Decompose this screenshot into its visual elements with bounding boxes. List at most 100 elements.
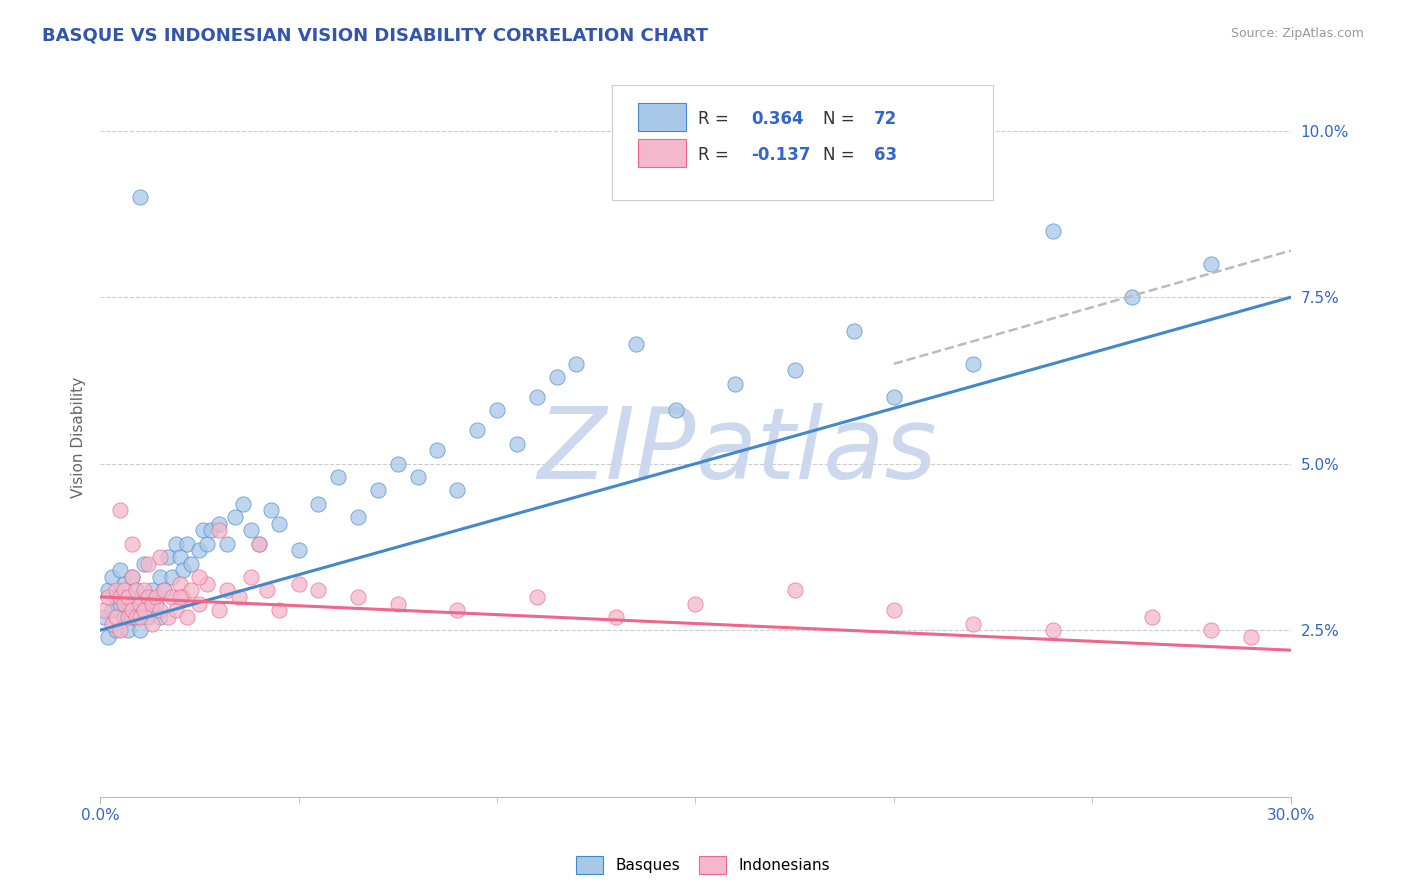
- Point: [149, 610, 172, 624]
- Point: [200, 523, 222, 537]
- Point: [132, 603, 155, 617]
- Point: [446, 603, 468, 617]
- Point: [347, 590, 370, 604]
- Point: [1201, 257, 1223, 271]
- Point: [526, 390, 548, 404]
- Point: [962, 357, 984, 371]
- Point: [125, 583, 148, 598]
- Text: 0.364: 0.364: [751, 110, 804, 128]
- Point: [160, 590, 183, 604]
- Point: [224, 510, 246, 524]
- Point: [141, 616, 163, 631]
- Point: [108, 597, 131, 611]
- Point: [108, 590, 131, 604]
- Point: [287, 543, 309, 558]
- Point: [117, 590, 139, 604]
- Point: [97, 590, 120, 604]
- Point: [664, 403, 686, 417]
- Point: [526, 590, 548, 604]
- Point: [152, 583, 174, 598]
- Point: [93, 603, 115, 617]
- Point: [105, 623, 128, 637]
- Point: [136, 610, 159, 624]
- Text: ZIP: ZIP: [537, 403, 696, 500]
- Point: [156, 549, 179, 564]
- Point: [247, 536, 270, 550]
- Point: [121, 570, 143, 584]
- Point: [128, 623, 150, 637]
- Point: [117, 623, 139, 637]
- Point: [105, 610, 128, 624]
- Point: [406, 470, 429, 484]
- Text: N =: N =: [823, 110, 859, 128]
- Point: [128, 190, 150, 204]
- Point: [883, 603, 905, 617]
- Point: [565, 357, 588, 371]
- Point: [228, 590, 250, 604]
- Point: [101, 616, 124, 631]
- Point: [883, 390, 905, 404]
- Point: [239, 523, 262, 537]
- Text: R =: R =: [697, 146, 734, 164]
- Point: [121, 603, 143, 617]
- Point: [783, 363, 806, 377]
- Point: [506, 436, 529, 450]
- Point: [125, 583, 148, 598]
- Point: [180, 583, 202, 598]
- Point: [121, 570, 143, 584]
- Point: [426, 443, 449, 458]
- Legend: Basques, Indonesians: Basques, Indonesians: [569, 850, 837, 880]
- Point: [1201, 623, 1223, 637]
- Point: [145, 590, 167, 604]
- Text: Source: ZipAtlas.com: Source: ZipAtlas.com: [1230, 27, 1364, 40]
- Point: [108, 563, 131, 577]
- Point: [101, 570, 124, 584]
- Point: [260, 503, 283, 517]
- Point: [247, 536, 270, 550]
- Point: [117, 597, 139, 611]
- Text: 72: 72: [875, 110, 897, 128]
- Point: [208, 603, 231, 617]
- Point: [105, 583, 128, 598]
- Point: [105, 590, 128, 604]
- Point: [193, 523, 215, 537]
- Point: [232, 497, 254, 511]
- Point: [112, 583, 135, 598]
- Point: [605, 610, 627, 624]
- Point: [624, 336, 647, 351]
- Point: [141, 583, 163, 598]
- Point: [1121, 290, 1143, 304]
- Point: [101, 603, 124, 617]
- Text: -0.137: -0.137: [751, 146, 811, 164]
- Point: [128, 590, 150, 604]
- Point: [172, 563, 194, 577]
- FancyBboxPatch shape: [612, 85, 993, 200]
- Point: [962, 616, 984, 631]
- Point: [97, 583, 120, 598]
- Point: [172, 590, 194, 604]
- Point: [347, 510, 370, 524]
- Point: [256, 583, 278, 598]
- Point: [152, 583, 174, 598]
- Point: [141, 597, 163, 611]
- Point: [180, 557, 202, 571]
- Point: [307, 497, 329, 511]
- Point: [112, 597, 135, 611]
- Point: [208, 523, 231, 537]
- Text: BASQUE VS INDONESIAN VISION DISABILITY CORRELATION CHART: BASQUE VS INDONESIAN VISION DISABILITY C…: [42, 27, 709, 45]
- Point: [156, 610, 179, 624]
- Point: [783, 583, 806, 598]
- Point: [188, 570, 211, 584]
- Point: [1042, 623, 1064, 637]
- Point: [387, 597, 409, 611]
- Point: [128, 610, 150, 624]
- Point: [328, 470, 350, 484]
- Point: [546, 370, 568, 384]
- Text: atlas: atlas: [696, 403, 936, 500]
- Point: [188, 597, 211, 611]
- Point: [188, 543, 211, 558]
- Point: [217, 583, 239, 598]
- Point: [165, 603, 187, 617]
- Point: [239, 570, 262, 584]
- Point: [128, 597, 150, 611]
